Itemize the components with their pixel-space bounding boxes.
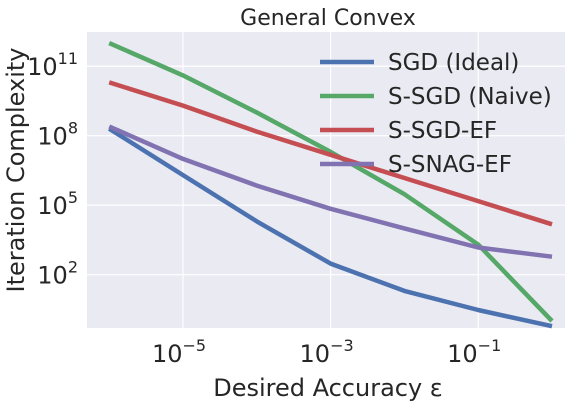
x-tick-label: 10−5 <box>152 336 206 368</box>
y-axis-label: Iteration Complexity <box>2 48 30 293</box>
y-tick-labels: 102 105 108 1011 <box>27 49 78 289</box>
series-lines <box>108 41 554 329</box>
x-axis-label: Desired Accuracy ε <box>213 374 443 402</box>
series-line-s-sgd-ef <box>108 80 553 227</box>
y-tick-label: 105 <box>37 188 78 220</box>
y-tick-label: 108 <box>37 119 78 151</box>
legend-label: S-SNAG-EF <box>388 152 512 178</box>
chart-title: General Convex <box>240 6 416 31</box>
legend-label: S-SGD (Naive) <box>388 84 552 110</box>
series-line-sgd-ideal <box>108 126 553 329</box>
y-tick-label: 1011 <box>27 49 78 81</box>
legend: SGD (Ideal) S-SGD (Naive) S-SGD-EF S-SNAG-E… <box>320 50 552 178</box>
x-gridlines <box>182 32 479 328</box>
plot-background <box>87 32 565 328</box>
x-tick-label: 10−1 <box>447 336 501 368</box>
x-tick-label: 10−3 <box>300 336 354 368</box>
series-line-s-sgd-naive <box>108 41 554 323</box>
y-tick-label: 102 <box>37 258 78 290</box>
x-tick-labels: 10−5 10−3 10−1 <box>152 336 501 368</box>
legend-label: S-SGD-EF <box>388 118 497 144</box>
series-line-s-snag-ef <box>108 124 553 259</box>
legend-label: SGD (Ideal) <box>388 50 519 76</box>
